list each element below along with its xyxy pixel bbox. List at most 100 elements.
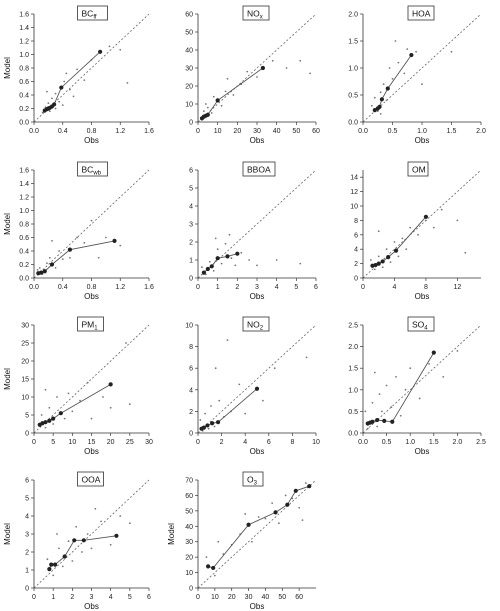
panel-title: BCff (82, 9, 97, 21)
y-tick-label: 2 (189, 409, 193, 416)
x-tick-label: 4 (243, 439, 247, 446)
x-axis-label: Obs (84, 292, 99, 301)
panel-3: 0.0 0.4 0.8 1.2 1.6 0.0 0.2 0.4 0.6 0.8 1.0 1.2 1.4 1… (3, 161, 154, 301)
data-point (370, 104, 373, 107)
binned-mean-marker (307, 484, 312, 489)
x-tick-label: 1.0 (417, 128, 427, 135)
binned-mean-marker (98, 49, 103, 54)
y-tick-label: 6 (354, 232, 358, 239)
data-point (63, 80, 66, 83)
y-tick-label: 50 (185, 508, 193, 515)
binned-mean-marker (52, 562, 58, 567)
y-tick-label: 3 (25, 532, 29, 539)
binned-mean-marker (285, 502, 290, 507)
one-to-one-line (197, 479, 317, 589)
y-tick-label: 4 (189, 204, 193, 211)
binned-mean-marker (67, 247, 73, 252)
x-tick-label: 2.0 (476, 128, 486, 135)
binned-mean-marker (108, 382, 113, 387)
one-to-one-line (33, 479, 150, 589)
y-tick-label: 1 (25, 568, 29, 575)
data-point (203, 110, 205, 113)
data-point (79, 399, 81, 402)
data-point (399, 414, 402, 417)
y-tick-label: 1.5 (348, 39, 358, 46)
data-point (213, 425, 216, 428)
y-tick-label: 0 (354, 276, 358, 283)
x-tick-label: 1.2 (115, 128, 125, 135)
x-tick-label: 10 (211, 594, 219, 601)
data-point (217, 540, 220, 543)
data-point (119, 244, 122, 247)
data-point (220, 104, 223, 107)
binned-mean-marker (409, 52, 414, 58)
data-point (425, 219, 427, 222)
panel-title: O3 (247, 475, 258, 487)
x-axis-label: Obs (250, 292, 265, 301)
x-tick-label: 12 (454, 284, 462, 291)
x-tick-label: 0.4 (58, 284, 68, 291)
data-point (388, 67, 391, 69)
data-point (109, 543, 112, 546)
data-point (65, 72, 68, 75)
x-tick-label: 1 (216, 284, 220, 291)
y-tick-label: 0.6 (19, 79, 29, 86)
data-point (397, 255, 400, 258)
data-point (56, 396, 58, 398)
y-tick-label: 5 (25, 413, 29, 420)
data-point (220, 262, 223, 265)
x-tick-label: 15 (88, 439, 96, 446)
x-axis-label: Obs (415, 447, 430, 456)
data-point (284, 494, 287, 497)
one-to-one-line (197, 169, 317, 279)
y-tick-label: 1.0 (348, 387, 358, 394)
y-axis-label: Model (3, 523, 12, 545)
x-tick-label: 1.0 (405, 439, 415, 446)
data-point (83, 242, 86, 244)
y-tick-label: 0.4 (19, 93, 29, 100)
binned-mean-marker (52, 102, 57, 107)
data-point (212, 269, 215, 272)
x-tick-label: 20 (228, 594, 236, 601)
binned-mean-marker (390, 419, 395, 424)
data-point (417, 233, 419, 236)
data-point (119, 48, 122, 51)
y-tick-label: 1.0 (348, 66, 358, 73)
y-tick-label: 30 (21, 323, 29, 330)
binned-mean-marker (254, 386, 260, 391)
binned-mean-marker (373, 262, 378, 268)
data-point (86, 533, 89, 535)
data-point (214, 237, 217, 240)
y-tick-label: 0 (189, 431, 193, 438)
y-tick-label: 1 (189, 258, 193, 265)
binned-mean-marker (380, 259, 385, 264)
x-tick-label: 0 (196, 594, 200, 601)
data-point (299, 262, 302, 265)
binned-mean-line (201, 388, 258, 430)
data-point (380, 410, 383, 413)
panel-title-box (407, 5, 435, 21)
y-tick-label: 5 (189, 186, 193, 193)
binned-mean-marker (225, 254, 230, 259)
binned-mean-marker (209, 264, 214, 269)
binned-mean-marker (47, 567, 52, 572)
data-point (86, 381, 89, 384)
panel-title-subscript: ff (93, 15, 97, 21)
binned-mean-marker (260, 65, 265, 71)
data-point (382, 83, 385, 86)
x-tick-label: 4 (393, 284, 397, 291)
x-axis-label: Obs (415, 292, 430, 301)
y-tick-label: 1.6 (19, 168, 29, 175)
data-point (71, 560, 74, 562)
y-tick-label: 0.2 (19, 262, 29, 269)
data-point (210, 405, 212, 407)
y-tick-label: 0.8 (19, 222, 29, 229)
data-point (379, 91, 382, 94)
data-point (75, 525, 78, 528)
one-to-one-line (362, 324, 482, 434)
y-axis-label: Model (3, 57, 12, 79)
x-tick-label: 1.6 (144, 128, 154, 135)
data-point (378, 393, 381, 396)
data-point (44, 426, 47, 429)
data-point (409, 367, 412, 370)
